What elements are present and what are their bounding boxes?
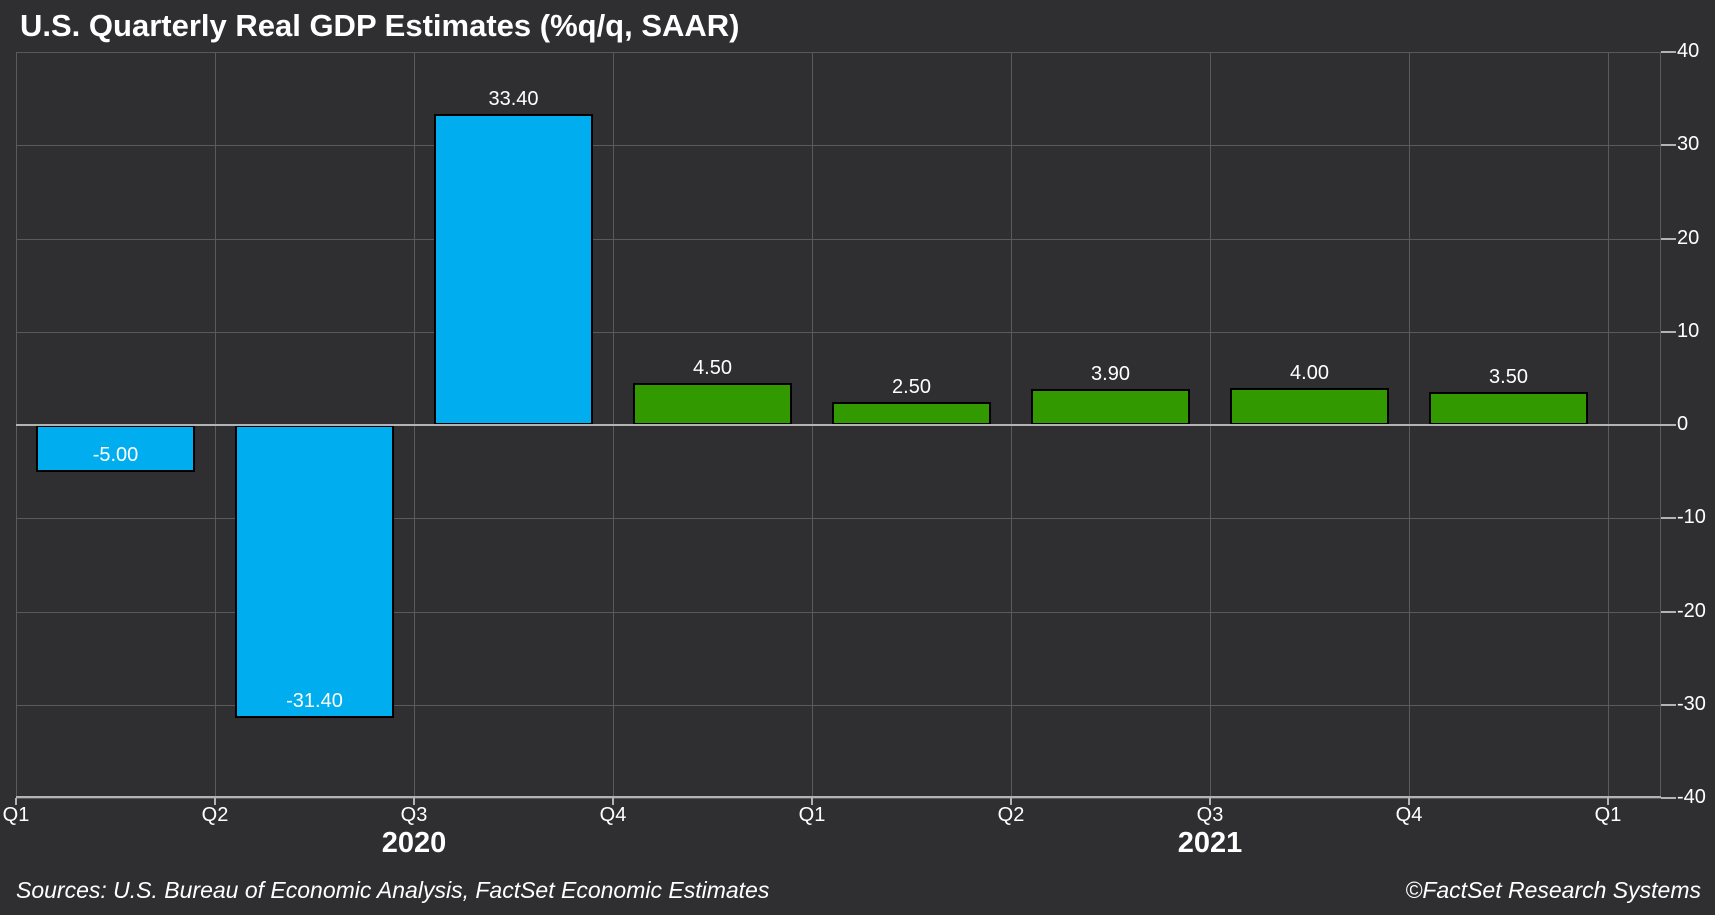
gridline-h--30 xyxy=(16,705,1661,706)
x-axis-label-3: Q4 xyxy=(599,804,627,826)
x-axis-line xyxy=(16,796,1661,798)
y-tick-mark xyxy=(1661,797,1676,799)
x-axis-label-0: Q1 xyxy=(2,804,30,826)
gridline-h-20 xyxy=(16,239,1661,240)
y-axis-label-10: 10 xyxy=(1677,320,1700,342)
bar-value-label: 4.50 xyxy=(693,357,732,379)
bar-Q2-2020 xyxy=(235,425,394,718)
gridline-h--40 xyxy=(16,798,1661,799)
y-axis-label--40: -40 xyxy=(1677,786,1706,808)
y-tick-mark xyxy=(1661,611,1676,613)
x-tick-mark xyxy=(811,798,813,805)
gridline-h-40 xyxy=(16,52,1661,53)
x-tick-mark xyxy=(15,798,17,805)
y-axis-label-30: 30 xyxy=(1677,133,1700,155)
gridline-h--10 xyxy=(16,518,1661,519)
bar-value-label: 33.40 xyxy=(488,87,539,110)
x-tick-mark xyxy=(1408,798,1410,805)
x-axis-label-8: Q1 xyxy=(1594,804,1622,826)
bar-Q3-2021 xyxy=(1230,387,1389,425)
x-axis-label-6: Q3 xyxy=(1196,804,1224,826)
x-axis-label-4: Q1 xyxy=(798,804,826,826)
y-axis-label-20: 20 xyxy=(1677,227,1700,249)
y-tick-mark xyxy=(1661,51,1676,53)
y-tick-mark xyxy=(1661,144,1676,146)
x-axis-label-5: Q2 xyxy=(997,804,1025,826)
zero-line xyxy=(16,424,1661,426)
y-tick-mark xyxy=(1661,424,1676,426)
gridline-h-30 xyxy=(16,145,1661,146)
x-tick-mark xyxy=(612,798,614,805)
y-tick-mark xyxy=(1661,704,1676,706)
bar-Q3-2020 xyxy=(434,113,593,425)
y-axis-label--30: -30 xyxy=(1677,693,1706,715)
x-tick-mark xyxy=(1607,798,1609,805)
y-axis-label--10: -10 xyxy=(1677,506,1706,528)
bar-value-label: 2.50 xyxy=(892,375,931,398)
year-label-2021: 2021 xyxy=(1177,827,1243,859)
plot-area: -5.00 -31.40 33.40 4.50 2.50 3.90 4.00 3.50 xyxy=(15,51,1676,805)
bar-Q2-2021 xyxy=(1031,388,1190,425)
x-axis-label-7: Q4 xyxy=(1395,804,1423,826)
copyright-note: ©FactSet Research Systems xyxy=(1405,877,1701,903)
x-tick-mark xyxy=(1010,798,1012,805)
y-tick-mark xyxy=(1661,517,1676,519)
y-axis-label-40: 40 xyxy=(1677,40,1700,62)
y-tick-mark xyxy=(1661,238,1676,240)
bar-value-label: 3.50 xyxy=(1489,366,1528,389)
y-axis-label-0: 0 xyxy=(1677,413,1689,435)
y-tick-mark xyxy=(1661,331,1676,333)
bar-value-label: -31.40 xyxy=(286,689,343,712)
sources-note: Sources: U.S. Bureau of Economic Analysi… xyxy=(16,877,770,903)
bar-Q1-2020 xyxy=(36,425,195,472)
gridline-h--20 xyxy=(16,612,1661,613)
chart-title: U.S. Quarterly Real GDP Estimates (%q/q,… xyxy=(20,8,740,43)
x-tick-mark xyxy=(413,798,415,805)
year-label-2020: 2020 xyxy=(381,827,447,859)
bar-value-label: -5.00 xyxy=(92,443,139,466)
x-tick-mark xyxy=(214,798,216,805)
gridline-h-10 xyxy=(16,332,1661,333)
bar-Q4-2020 xyxy=(633,383,792,425)
bar-Q4-2021 xyxy=(1429,392,1588,425)
x-tick-mark xyxy=(1209,798,1211,805)
bar-Q1-2021 xyxy=(832,401,991,425)
bar-value-label: 3.90 xyxy=(1091,362,1130,385)
bar-value-label: 4.00 xyxy=(1290,361,1329,384)
y-axis-label--20: -20 xyxy=(1677,600,1706,622)
x-axis-label-1: Q2 xyxy=(201,804,229,826)
x-axis-label-2: Q3 xyxy=(400,804,428,826)
